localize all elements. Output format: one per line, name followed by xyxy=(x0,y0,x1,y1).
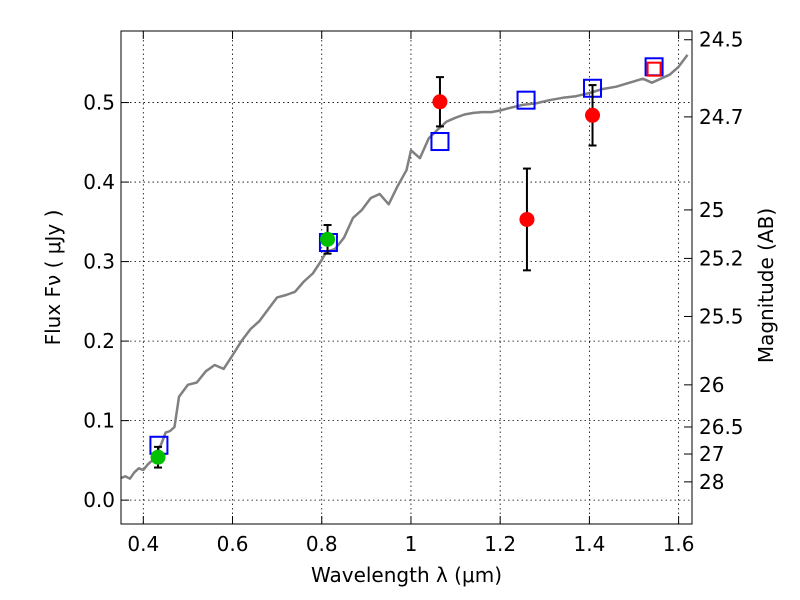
red-data-point xyxy=(432,94,448,110)
y-tick-label: 0.1 xyxy=(83,409,115,433)
right-tick-label: 28 xyxy=(699,470,724,494)
x-tick-label: 1.4 xyxy=(573,532,605,556)
x-tick-label: 1 xyxy=(405,532,418,556)
y-tick-label: 0.3 xyxy=(83,250,115,274)
model-square-marker xyxy=(516,90,536,110)
x-tick-label: 1.2 xyxy=(484,532,516,556)
grid-lines xyxy=(121,31,692,524)
y-tick-label: 0.4 xyxy=(83,170,115,194)
green-data-point xyxy=(320,231,336,247)
plot-frame xyxy=(120,30,693,525)
right-tick-label: 24.7 xyxy=(699,105,744,129)
x-tick-label: 0.6 xyxy=(217,532,249,556)
right-tick-label: 25.5 xyxy=(699,304,744,328)
x-tick-label: 0.8 xyxy=(306,532,338,556)
right-tick-label: 25.2 xyxy=(699,246,744,270)
y-axis-label: Flux Fν ( μJy ) xyxy=(41,210,65,346)
right-tick-label: 25 xyxy=(699,198,724,222)
x-tick-label: 1.6 xyxy=(663,532,695,556)
y-tick-label: 0.2 xyxy=(83,329,115,353)
green-data-point xyxy=(150,449,166,465)
right-tick-label: 24.5 xyxy=(699,28,744,52)
right-axis-label: Magnitude (AB) xyxy=(754,208,778,363)
model-square-marker-red xyxy=(646,61,662,77)
right-tick-label: 27 xyxy=(699,442,724,466)
red-data-point xyxy=(519,211,535,227)
plot-series xyxy=(120,54,689,480)
y-tick-label: 0.5 xyxy=(83,91,115,115)
x-axis-label: Wavelength λ (μm) xyxy=(311,563,502,587)
axis-ticks: 0.4 0.6 0.8 1 1.2 1.4 1.6 0.0 0.1 0.2 0.3 0.4 0.5 24.… xyxy=(83,28,743,556)
right-tick-label: 26 xyxy=(699,373,724,397)
model-square-marker xyxy=(430,132,450,152)
red-data-point xyxy=(585,107,601,123)
model-spectrum-line xyxy=(120,54,689,480)
right-tick-label: 26.5 xyxy=(699,415,744,439)
y-tick-label: 0.0 xyxy=(83,488,115,512)
x-tick-label: 0.4 xyxy=(127,532,159,556)
